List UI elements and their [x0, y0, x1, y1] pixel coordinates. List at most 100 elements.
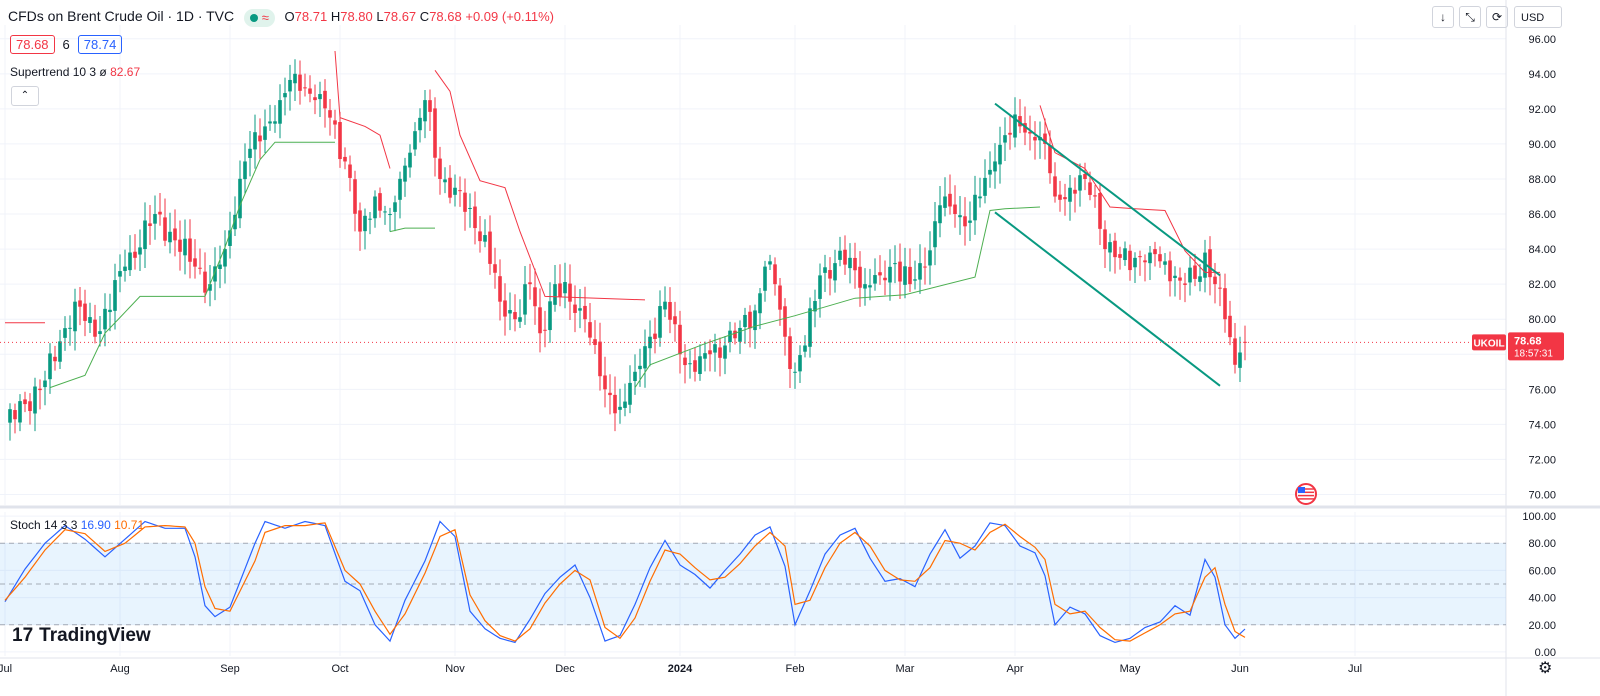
candle	[1028, 131, 1032, 134]
ohlc-values: O78.71 H78.80 L78.67 C78.68 +0.09 (+0.11…	[285, 9, 554, 24]
price-tick-label: 92.00	[1528, 104, 1556, 116]
candle	[1143, 260, 1147, 263]
stoch-tick-label: 60.00	[1528, 565, 1556, 577]
price-tick-label: 80.00	[1528, 314, 1556, 326]
supertrend-down-line	[334, 50, 391, 169]
candle	[1158, 254, 1162, 262]
bid-button[interactable]: 78.68	[10, 35, 55, 54]
time-tick-label: Jul	[0, 663, 12, 675]
candle	[163, 217, 167, 241]
candle	[1233, 338, 1237, 365]
candle	[1068, 187, 1072, 202]
time-tick-label: Mar	[896, 663, 915, 675]
collapse-legend-button[interactable]: ⌃	[11, 86, 39, 106]
refresh-button[interactable]: ⟳	[1486, 6, 1508, 28]
fullscreen-button[interactable]: ⤡	[1459, 6, 1481, 28]
candle	[718, 347, 722, 358]
candle	[628, 382, 632, 405]
candle	[1163, 261, 1167, 265]
candle	[723, 345, 727, 359]
candle	[1183, 283, 1187, 285]
candle	[138, 247, 142, 255]
candle	[148, 223, 152, 226]
candle	[1063, 197, 1067, 200]
candle	[263, 126, 267, 140]
time-tick-label: May	[1120, 663, 1141, 675]
supertrend-symbol: ø	[99, 65, 107, 79]
time-tick-label: Dec	[555, 663, 575, 675]
candle	[113, 280, 117, 311]
candle	[193, 258, 197, 267]
candle	[1073, 189, 1077, 194]
candle	[398, 178, 402, 200]
stoch-k-value: 16.90	[80, 518, 111, 532]
candle	[748, 311, 752, 329]
candle	[278, 100, 282, 124]
price-tick-label: 84.00	[1528, 244, 1556, 256]
candle	[1133, 257, 1137, 268]
time-tick-label: Jun	[1231, 663, 1249, 675]
candle	[823, 267, 827, 273]
candle	[1053, 176, 1057, 197]
time-tick-label: Apr	[1006, 663, 1023, 675]
candle	[683, 357, 687, 366]
candle	[1023, 123, 1027, 133]
candle	[468, 207, 472, 209]
currency-selector[interactable]: USD	[1514, 6, 1562, 28]
stoch-legend[interactable]: Stoch 14 3 3 16.90 10.71	[10, 518, 144, 532]
candle	[338, 122, 342, 160]
symbol-tag: UKOIL	[1473, 338, 1504, 349]
stoch-k-line	[4, 520, 1246, 644]
candle	[988, 169, 992, 175]
candle	[698, 356, 702, 374]
supertrend-value: 82.67	[110, 65, 141, 79]
candle	[438, 158, 442, 179]
supertrend-label: Supertrend 10 3	[10, 65, 97, 79]
candle	[188, 238, 192, 262]
candle	[83, 303, 87, 321]
supertrend-up-line	[634, 206, 1041, 388]
candle	[873, 275, 877, 284]
candle	[688, 363, 692, 365]
candle	[1188, 267, 1192, 283]
candle	[843, 249, 847, 265]
candle	[513, 312, 517, 320]
candle	[763, 266, 767, 291]
candle	[428, 100, 432, 112]
tradingview-logo[interactable]: 17 TradingView	[12, 625, 151, 647]
candle	[913, 279, 917, 281]
candle	[623, 401, 627, 408]
supertrend-legend[interactable]: Supertrend 10 3 ø 82.67	[10, 65, 140, 79]
candle	[603, 375, 607, 390]
candle	[223, 249, 227, 267]
candle	[558, 283, 562, 297]
candle	[863, 284, 867, 289]
candle	[708, 350, 712, 355]
candle	[588, 322, 592, 338]
stoch-tick-label: 20.00	[1528, 620, 1556, 632]
candle	[1103, 229, 1107, 250]
ask-button[interactable]: 78.74	[77, 35, 123, 54]
candle	[173, 228, 177, 241]
candle	[953, 204, 957, 215]
candle	[28, 401, 32, 412]
market-status-pill[interactable]: ≈	[243, 8, 275, 27]
candle	[388, 214, 392, 216]
candle	[133, 251, 137, 258]
price-tick-label: 88.00	[1528, 174, 1556, 186]
candle	[258, 135, 262, 142]
candle	[538, 307, 542, 334]
candle	[273, 121, 277, 124]
candle	[533, 287, 537, 307]
candle	[208, 284, 212, 291]
candle	[73, 301, 77, 332]
candle	[973, 194, 977, 221]
candle	[568, 283, 572, 302]
low-value: 78.67	[383, 9, 417, 24]
settings-gear-icon[interactable]: ⚙	[1538, 660, 1553, 677]
download-button[interactable]: ↓	[1432, 6, 1454, 28]
candle	[243, 161, 247, 180]
symbol-title[interactable]: CFDs on Brent Crude Oil · 1D · TVC	[8, 8, 235, 24]
candle	[58, 341, 62, 362]
